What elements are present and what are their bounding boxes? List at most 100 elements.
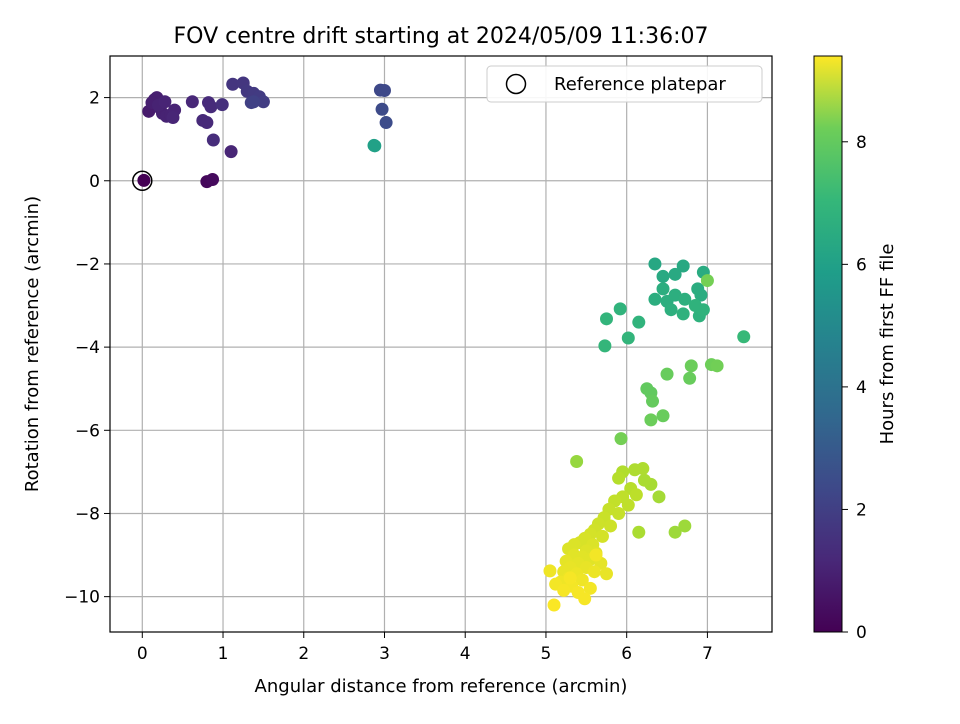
data-point [543, 564, 557, 578]
data-point [375, 102, 389, 116]
plot-frame [109, 55, 773, 633]
data-point [652, 490, 666, 504]
data-point [613, 302, 627, 316]
data-point [668, 525, 682, 539]
y-axis-label: Rotation from reference (arcmin) [22, 196, 43, 492]
data-point [158, 95, 172, 109]
y-tick-label: −4 [75, 338, 100, 358]
x-tick-label: 4 [460, 644, 471, 664]
x-tick-label: 3 [379, 644, 390, 664]
colorbar-tick-label: 8 [856, 133, 867, 153]
data-point [684, 359, 698, 373]
x-tick-label: 1 [218, 644, 229, 664]
grid [110, 56, 772, 632]
data-point [660, 367, 674, 381]
data-point [247, 95, 261, 109]
data-point [547, 598, 561, 612]
data-point [656, 269, 670, 283]
reference-platepar-marker [132, 170, 153, 192]
data-point [215, 98, 229, 112]
data-point [206, 173, 220, 187]
y-tick-label: −6 [75, 421, 100, 441]
data-point [678, 292, 692, 306]
colorbar-tick-label: 4 [856, 378, 867, 398]
colorbar: 0 2 4 6 8 Hours from first FF file [813, 55, 898, 643]
colorbar-label: Hours from first FF file [877, 244, 898, 445]
data-point [694, 288, 708, 302]
y-tick-label: 0 [89, 172, 100, 192]
data-point [368, 139, 382, 153]
x-tick-label: 6 [621, 644, 632, 664]
colorbar-tick-label: 6 [856, 255, 867, 275]
x-tick-label: 7 [702, 644, 713, 664]
data-point [379, 116, 393, 130]
data-point [621, 498, 635, 512]
data-point [656, 282, 670, 296]
colorbar-gradient [813, 55, 843, 633]
data-point [600, 312, 613, 326]
legend-label: Reference platepar [554, 74, 726, 95]
data-point [629, 488, 643, 502]
legend: Reference platepar [486, 65, 763, 103]
data-point [206, 133, 220, 147]
data-point [621, 331, 635, 345]
legend-box [486, 65, 763, 103]
data-point [600, 567, 613, 581]
data-points [137, 76, 751, 612]
data-point [256, 95, 270, 109]
y-tick-label: −8 [75, 504, 100, 524]
x-axis-label: Angular distance from reference (arcmin) [255, 676, 628, 697]
data-point [224, 145, 238, 159]
data-point [668, 288, 682, 302]
data-point [632, 315, 646, 329]
data-point [589, 548, 603, 562]
data-point [575, 573, 589, 587]
data-point [604, 519, 618, 533]
data-point [656, 409, 670, 423]
data-point [668, 267, 682, 281]
data-point [644, 413, 658, 427]
data-point [166, 111, 180, 125]
colorbar-tick-label: 0 [856, 623, 867, 643]
data-point [676, 259, 690, 273]
y-tick-label: −10 [64, 588, 100, 608]
data-point [583, 581, 597, 595]
x-tick-label: 2 [298, 644, 309, 664]
data-point [226, 77, 240, 91]
colorbar-ticks: 0 2 4 6 8 [842, 133, 867, 643]
y-tick-label: 2 [89, 89, 100, 109]
data-point [632, 525, 646, 539]
data-point [587, 565, 601, 579]
x-tick-label: 5 [541, 644, 552, 664]
data-point [377, 84, 391, 98]
reference-marker-layer [132, 170, 153, 192]
data-point [688, 299, 702, 313]
data-point [200, 116, 214, 130]
data-point [563, 571, 577, 585]
data-point [676, 307, 690, 321]
data-point [557, 583, 571, 597]
data-point [710, 359, 724, 373]
data-point [683, 371, 697, 385]
data-point [578, 592, 592, 606]
data-point [648, 257, 662, 271]
data-point [678, 519, 692, 533]
data-point [737, 330, 751, 344]
data-point [614, 432, 628, 446]
data-point [595, 529, 609, 543]
data-point [700, 274, 714, 288]
data-point [648, 292, 662, 306]
data-point [570, 454, 584, 468]
data-point [637, 473, 651, 487]
data-point [598, 339, 612, 353]
data-point [137, 173, 151, 187]
data-point [204, 100, 218, 114]
x-tick-label: 0 [137, 644, 148, 664]
data-point [646, 394, 660, 408]
data-point [636, 462, 650, 476]
legend-marker [505, 73, 527, 95]
chart-title: FOV centre drift starting at 2024/05/09 … [174, 24, 709, 49]
y-tick-label: −2 [75, 255, 100, 275]
